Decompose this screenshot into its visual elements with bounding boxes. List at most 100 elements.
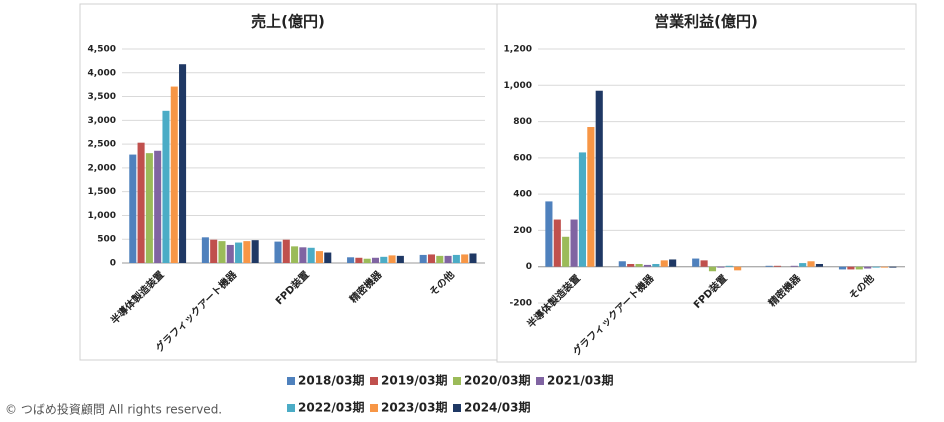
y-tick-label: 600: [513, 153, 532, 163]
y-tick-label: 1,000: [88, 211, 116, 221]
bar: [847, 266, 855, 270]
y-tick-label: 4,500: [88, 45, 116, 55]
chart-frame: [496, 3, 917, 363]
bar: [282, 239, 290, 263]
bar: [347, 257, 355, 263]
bar: [170, 86, 178, 264]
y-tick-label: 3,000: [88, 116, 116, 126]
bar: [790, 265, 798, 267]
bar: [627, 263, 635, 267]
bar: [218, 241, 226, 263]
chart-title: 営業利益(億円): [654, 13, 758, 31]
legend-label: 2021/03期: [547, 373, 613, 388]
legend-swatch: [287, 404, 295, 412]
bar: [570, 219, 578, 267]
bar: [243, 241, 251, 263]
bar: [419, 254, 427, 263]
bar: [388, 255, 396, 263]
y-tick-label: 1,500: [88, 187, 116, 197]
bar: [773, 265, 782, 267]
bar: [137, 142, 145, 263]
legend-label: 2024/03期: [464, 400, 530, 415]
y-tick-label: 200: [513, 226, 532, 236]
legend-swatch: [453, 404, 461, 412]
legend-swatch: [370, 377, 378, 385]
y-tick-label: 3,500: [88, 92, 116, 102]
bar: [427, 254, 436, 263]
bar: [880, 266, 889, 268]
bar: [461, 254, 469, 263]
bar: [235, 242, 243, 263]
bar: [545, 201, 553, 267]
bar: [380, 256, 388, 263]
bar: [179, 64, 187, 264]
bar: [799, 263, 807, 267]
legend-swatch: [536, 377, 544, 385]
bar: [643, 264, 652, 267]
bar: [618, 261, 626, 267]
bar: [807, 261, 815, 267]
bar: [226, 244, 234, 263]
y-tick-label: -200: [509, 299, 532, 309]
footer: © つばめ投資顧問 All rights reserved.: [5, 402, 222, 417]
bar: [595, 90, 603, 267]
bar: [363, 258, 371, 263]
bar: [553, 219, 561, 267]
bar: [452, 254, 460, 263]
legend-label: 2019/03期: [381, 373, 447, 388]
bar: [889, 266, 897, 268]
bar: [355, 257, 363, 263]
bar: [717, 266, 725, 268]
bar: [692, 258, 700, 267]
y-tick-label: 2,500: [88, 140, 116, 150]
bar: [660, 260, 668, 267]
chart-title: 売上(億円): [251, 13, 325, 31]
bar: [371, 257, 380, 263]
y-tick-label: 0: [526, 262, 532, 272]
bar: [210, 239, 218, 263]
bar: [587, 127, 595, 267]
bar: [838, 266, 847, 270]
bar: [635, 263, 643, 267]
bar: [734, 266, 742, 271]
bar: [324, 252, 332, 263]
bar: [162, 110, 170, 263]
legend-label: 2020/03期: [464, 373, 530, 388]
legend-swatch: [287, 377, 295, 385]
y-tick-label: 500: [97, 235, 116, 245]
bar: [725, 265, 733, 267]
bar: [251, 240, 259, 263]
y-tick-label: 1,200: [504, 45, 532, 55]
legend-swatch: [453, 377, 461, 385]
bar: [469, 253, 477, 263]
bar: [274, 241, 282, 263]
bar: [396, 255, 404, 263]
bar: [700, 260, 708, 267]
bar: [765, 265, 773, 267]
bar: [708, 266, 717, 272]
bar: [129, 154, 137, 263]
bar: [872, 266, 880, 268]
bar: [855, 266, 863, 270]
legend-label: 2023/03期: [381, 400, 447, 415]
bar: [436, 255, 444, 263]
bar: [669, 259, 677, 267]
y-tick-label: 0: [110, 259, 116, 269]
legend-label: 2018/03期: [298, 373, 364, 388]
bar: [815, 263, 824, 267]
bar: [652, 263, 660, 267]
y-tick-label: 800: [513, 117, 532, 127]
legend-label: 2022/03期: [298, 400, 364, 415]
bar: [307, 247, 315, 263]
bar: [864, 266, 872, 269]
bar: [444, 255, 452, 263]
legend-swatch: [370, 404, 378, 412]
bar: [562, 236, 570, 267]
y-tick-label: 1,000: [504, 81, 532, 91]
bar: [299, 247, 307, 263]
bar: [291, 246, 299, 263]
bar: [578, 152, 587, 267]
y-tick-label: 2,000: [88, 163, 116, 173]
bar: [145, 153, 153, 263]
